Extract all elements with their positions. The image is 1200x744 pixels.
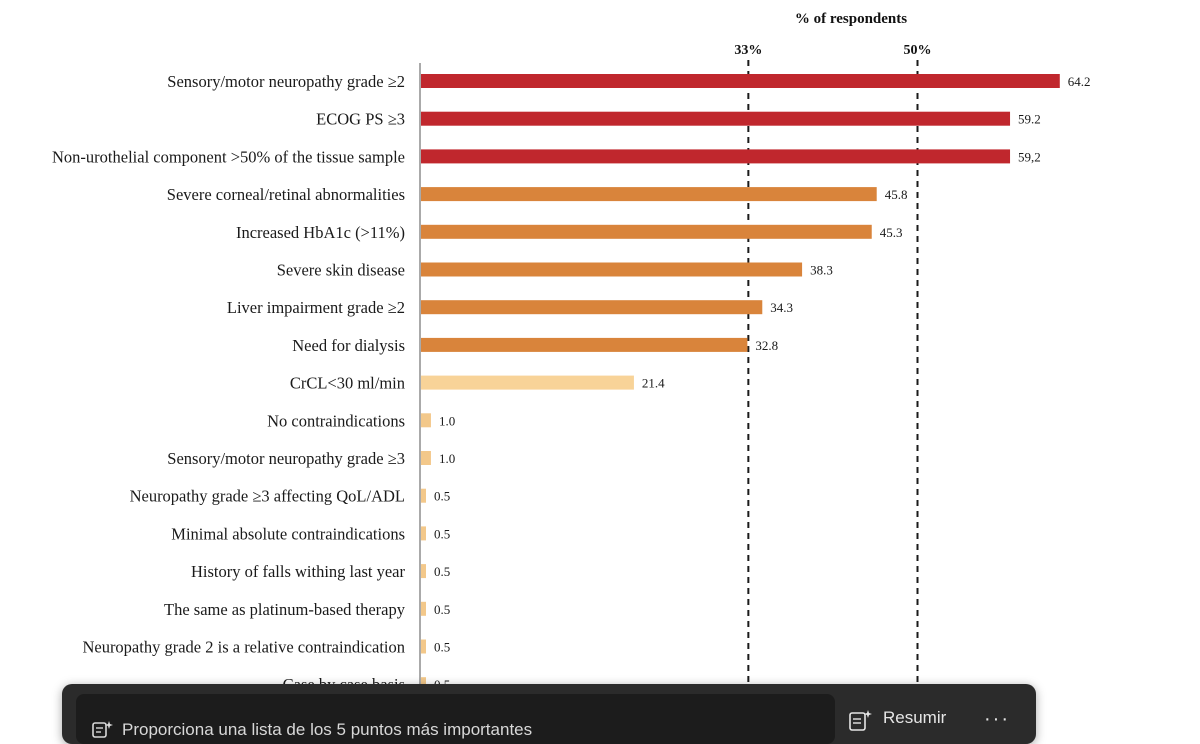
category-label: Increased HbA1c (>11%) (236, 223, 405, 242)
data-label: 45.3 (880, 225, 903, 240)
category-label: Sensory/motor neuropathy grade ≥3 (167, 449, 405, 468)
data-label: 0.5 (434, 564, 450, 579)
category-label: Minimal absolute contraindications (171, 524, 405, 543)
bars (421, 74, 1060, 692)
bar (421, 187, 877, 202)
bar (421, 564, 426, 579)
reference-line-label: 50% (904, 43, 932, 58)
category-label: History of falls withing last year (191, 562, 406, 581)
category-labels: Sensory/motor neuropathy grade ≥2 ECOG PS… (52, 72, 406, 694)
bar-chart: % of respondents 33% 50% Sensory/motor ne… (52, 11, 1091, 726)
category-label: Liver impairment grade ≥2 (227, 298, 405, 317)
bar (421, 74, 1060, 88)
bar (421, 375, 634, 390)
data-label: 59,2 (1018, 149, 1041, 164)
sparkle-doc-icon (849, 710, 872, 731)
category-label: Need for dialysis (292, 336, 405, 355)
category-label: ECOG PS ≥3 (316, 110, 405, 129)
reference-lines: 33% 50% (734, 43, 932, 726)
data-label: 0.5 (434, 489, 450, 504)
ai-prompt-suggestion[interactable]: Proporciona una lista de los 5 puntos má… (76, 694, 835, 744)
bar (421, 111, 1011, 126)
bar (421, 300, 763, 315)
data-label: 38.3 (810, 263, 833, 278)
category-label: Neuropathy grade 2 is a relative contrai… (82, 638, 405, 657)
summarize-button[interactable]: Resumir (849, 708, 946, 744)
bar (421, 526, 426, 541)
bar (421, 488, 426, 503)
category-label: Neuropathy grade ≥3 affecting QoL/ADL (130, 487, 405, 506)
data-label: 0.5 (434, 602, 450, 617)
bar (421, 639, 426, 654)
bar (421, 601, 426, 616)
data-label: 34.3 (770, 300, 793, 315)
bar (421, 149, 1011, 164)
data-label: 64.2 (1068, 74, 1091, 89)
data-label: 32.8 (755, 338, 778, 353)
more-options-button[interactable]: ··· (984, 708, 1010, 730)
category-label: Non-urothelial component >50% of the tis… (52, 147, 405, 166)
data-label: 45.8 (885, 187, 908, 202)
category-label: No contraindications (267, 411, 405, 430)
data-label: 21.4 (642, 376, 665, 391)
ai-assistant-toolbar: Proporciona una lista de los 5 puntos má… (62, 684, 1036, 744)
bar (421, 262, 803, 277)
category-label: CrCL<30 ml/min (290, 374, 405, 393)
bar (421, 413, 431, 428)
bar (421, 224, 872, 239)
data-label: 59.2 (1018, 112, 1041, 127)
data-label: 1.0 (439, 451, 455, 466)
data-label: 1.0 (439, 413, 455, 428)
value-labels: 64.2 59.2 59,2 45.8 45.3 38.3 34.3 32.8 21.4 1.0 1… (434, 74, 1091, 692)
data-label: 0.5 (434, 640, 450, 655)
category-label: Severe skin disease (277, 261, 405, 280)
sparkle-list-icon (92, 721, 113, 738)
bar (421, 451, 431, 465)
reference-line-label: 33% (734, 43, 762, 58)
bar (421, 337, 748, 352)
chart-title: % of respondents (795, 11, 907, 27)
category-label: The same as platinum-based therapy (164, 600, 406, 619)
ai-prompt-text: Proporciona una lista de los 5 puntos má… (122, 720, 533, 739)
summarize-label: Resumir (883, 708, 947, 727)
category-label: Severe corneal/retinal abnormalities (167, 185, 405, 204)
data-label: 0.5 (434, 526, 450, 541)
category-label: Sensory/motor neuropathy grade ≥2 (167, 72, 405, 91)
